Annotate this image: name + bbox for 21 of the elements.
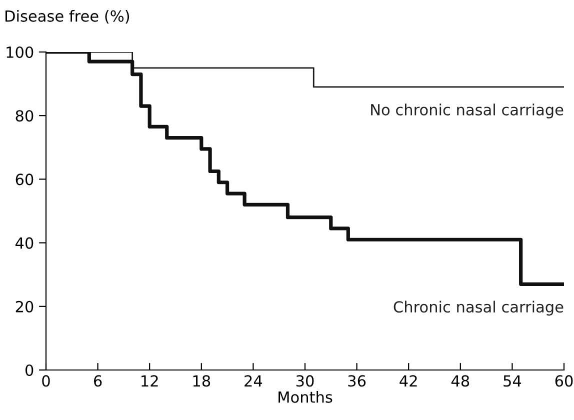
- x-tick-label: 12: [142, 375, 158, 386]
- series-label: No chronic nasal carriage: [371, 104, 564, 118]
- series-label: Chronic nasal carriage: [394, 300, 564, 316]
- x-axis-title: Months: [278, 391, 332, 403]
- x-tick-label: 48: [451, 375, 470, 387]
- x-tick-label: 60: [555, 375, 573, 387]
- y-tick-label: 20: [16, 300, 34, 312]
- y-tick-label: 0: [25, 364, 34, 376]
- x-tick-label: 18: [193, 375, 210, 387]
- x-tick-label: 0: [42, 375, 50, 387]
- y-tick-label: 100: [6, 46, 34, 58]
- y-tick-label: 60: [16, 174, 34, 186]
- y-tick-label: 80: [16, 110, 34, 122]
- y-axis-title: Disease free (%): [6, 10, 130, 24]
- x-tick-label: 30: [296, 375, 314, 387]
- x-tick-label: 6: [94, 375, 102, 387]
- x-tick-label: 54: [504, 375, 522, 387]
- x-tick-label: 36: [348, 375, 366, 387]
- x-tick-label: 24: [244, 375, 262, 386]
- y-tick-label: 40: [16, 237, 34, 249]
- x-tick-label: 42: [400, 375, 417, 386]
